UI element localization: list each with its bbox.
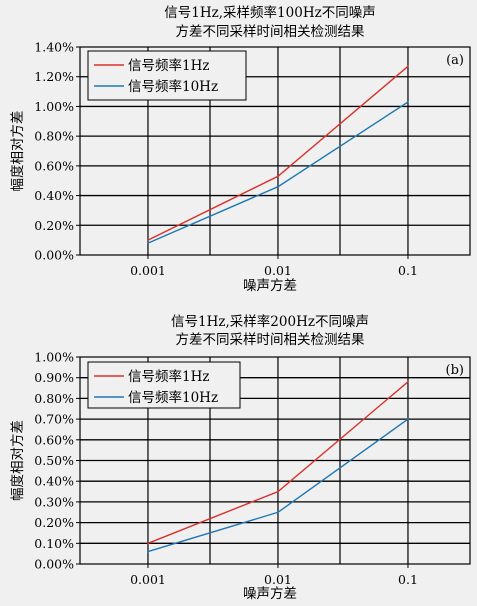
y-tick-label: 0.60% [34,432,74,447]
legend-label: 信号频率1Hz [128,368,209,385]
chart-title-line: 方差不同采样时间相关检测结果 [176,24,365,40]
y-tick-label: 0.00% [34,557,74,572]
legend-box [87,50,247,101]
x-tick-label: 0.1 [398,572,418,587]
chart-title-line: 信号1Hz,采样率200Hz不同噪声 [171,313,369,330]
chart-title-line: 信号1Hz,采样频率100Hz不同噪声 [164,4,375,21]
y-tick-label: 0.70% [34,412,74,427]
x-tick-label: 0.01 [264,572,292,587]
y-axis-label: 幅度相对方差 [10,111,26,192]
panel-label: (a) [446,53,464,68]
y-tick-label: 0.80% [34,391,74,406]
y-tick-label: 1.40% [34,40,74,55]
x-axis-label: 噪声方差 [243,586,297,602]
y-axis-label: 幅度相对方差 [10,420,26,501]
data-point [407,380,409,383]
y-tick-label: 0.00% [34,248,74,263]
x-tick-label: 0.001 [130,263,166,278]
y-tick-label: 0.30% [34,494,74,509]
panel-label: (b) [446,363,464,378]
data-point [407,418,409,420]
data-point [277,175,279,178]
y-tick-label: 0.90% [34,370,74,385]
data-point [277,490,279,493]
data-point [147,239,149,242]
data-point [147,550,149,553]
x-tick-label: 0.1 [398,263,418,278]
data-point [147,542,149,545]
y-tick-label: 1.20% [34,69,74,84]
legend-box [87,361,241,409]
x-tick-label: 0.01 [264,263,292,278]
x-axis-label: 噪声方差 [243,278,297,294]
data-point [407,65,409,68]
data-point [277,185,279,188]
legend-label: 信号频率10Hz [128,78,218,95]
y-tick-label: 0.40% [34,188,74,203]
data-point [277,511,279,514]
chart-title-line: 方差不同采样时间相关检测结果 [176,332,365,348]
data-point [147,242,149,245]
y-tick-label: 1.00% [34,350,74,365]
legend-label: 信号频率1Hz [128,57,209,74]
data-point [407,101,409,103]
y-tick-label: 0.60% [34,158,74,173]
y-tick-label: 1.00% [34,99,74,114]
y-tick-label: 0.20% [34,218,74,233]
y-tick-label: 0.20% [34,515,74,530]
y-tick-label: 0.40% [34,474,74,489]
x-tick-label: 0.001 [130,572,166,587]
y-tick-label: 0.80% [34,129,74,144]
y-tick-label: 0.50% [34,453,74,468]
y-tick-label: 0.10% [34,536,74,551]
legend-label: 信号频率10Hz [128,389,218,406]
